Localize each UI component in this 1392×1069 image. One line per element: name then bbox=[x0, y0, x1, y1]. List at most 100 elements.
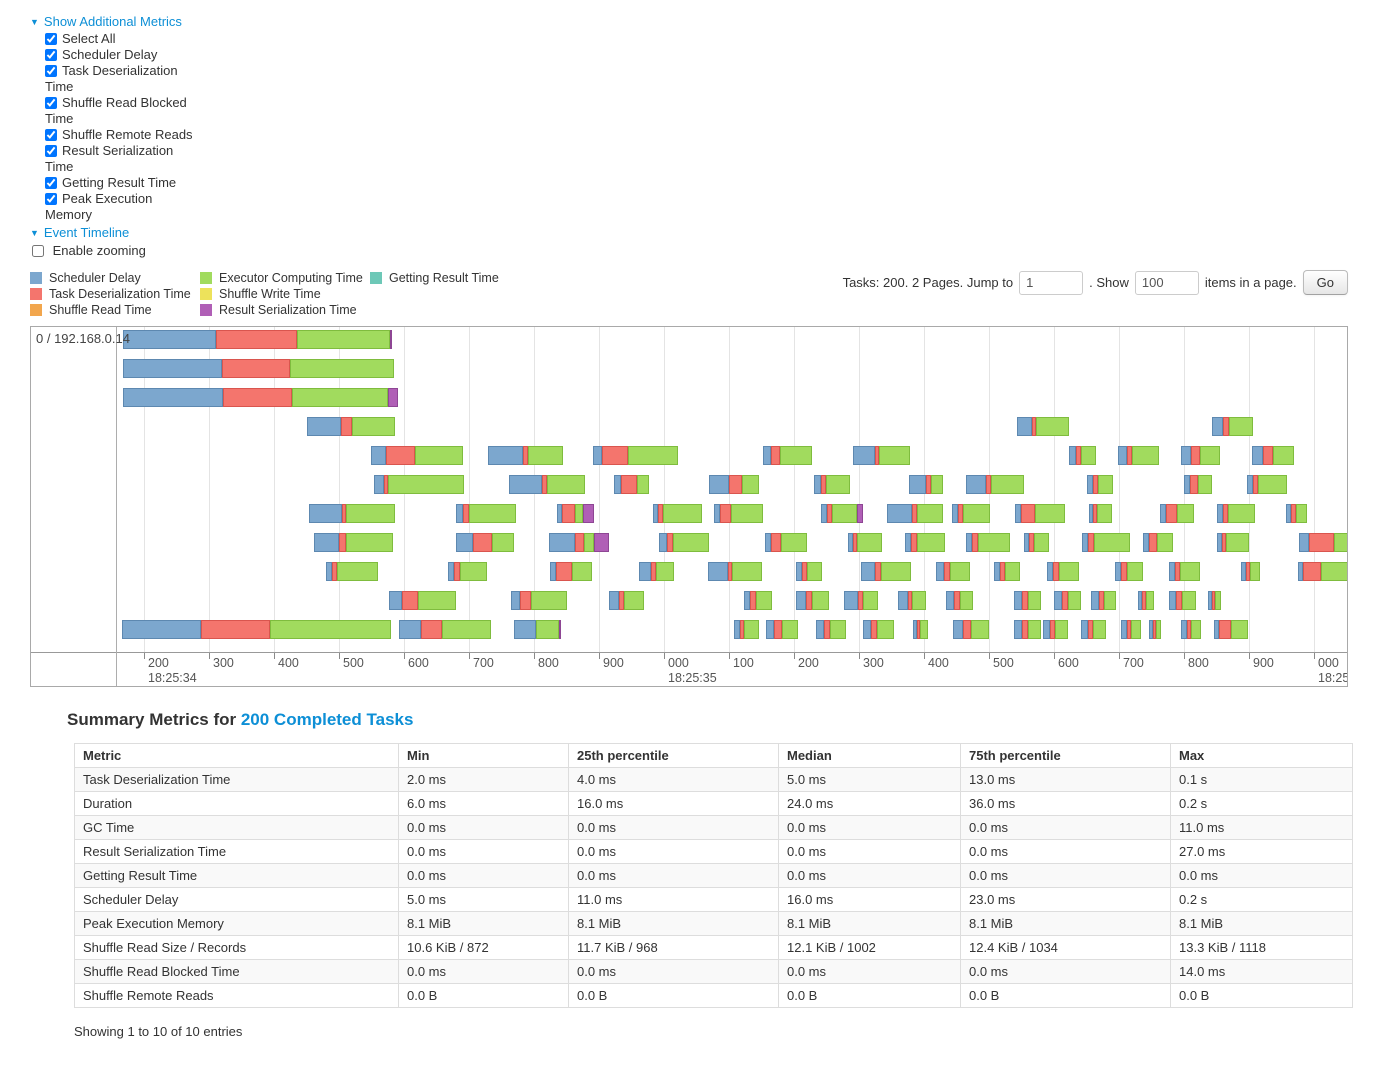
task-bar[interactable] bbox=[844, 591, 878, 610]
task-bar[interactable] bbox=[123, 359, 394, 378]
task-bar[interactable] bbox=[1217, 504, 1255, 523]
task-bar[interactable] bbox=[1252, 446, 1294, 465]
task-bar[interactable] bbox=[488, 446, 563, 465]
task-bar[interactable] bbox=[1047, 562, 1079, 581]
task-bar[interactable] bbox=[593, 446, 678, 465]
task-bar[interactable] bbox=[1118, 446, 1159, 465]
task-bar[interactable] bbox=[1184, 475, 1212, 494]
go-button[interactable]: Go bbox=[1302, 270, 1348, 295]
task-bar[interactable] bbox=[814, 475, 850, 494]
task-bar[interactable] bbox=[314, 533, 393, 552]
task-bar[interactable] bbox=[659, 533, 709, 552]
page-size-input[interactable] bbox=[1134, 270, 1199, 295]
task-bar[interactable] bbox=[307, 417, 395, 436]
task-bar[interactable] bbox=[936, 562, 970, 581]
task-bar[interactable] bbox=[863, 620, 894, 639]
task-bar[interactable] bbox=[1015, 504, 1065, 523]
task-bar[interactable] bbox=[1241, 562, 1260, 581]
metric-checkbox-item[interactable]: Shuffle Read Blocked Time bbox=[45, 95, 197, 127]
task-bar[interactable] bbox=[1143, 533, 1173, 552]
task-bar[interactable] bbox=[966, 475, 1024, 494]
task-bar[interactable] bbox=[952, 504, 990, 523]
metric-checkbox-item[interactable]: Result Serialization Time bbox=[45, 143, 197, 175]
task-bar[interactable] bbox=[514, 620, 561, 639]
task-bar[interactable] bbox=[898, 591, 926, 610]
task-bar[interactable] bbox=[511, 591, 567, 610]
task-bar[interactable] bbox=[966, 533, 1010, 552]
task-bar[interactable] bbox=[389, 591, 456, 610]
task-bar[interactable] bbox=[1054, 591, 1081, 610]
task-bar[interactable] bbox=[614, 475, 649, 494]
task-bar[interactable] bbox=[1043, 620, 1068, 639]
task-bar[interactable] bbox=[1014, 620, 1041, 639]
task-bar[interactable] bbox=[909, 475, 943, 494]
task-bar[interactable] bbox=[766, 620, 798, 639]
task-bar[interactable] bbox=[639, 562, 674, 581]
task-bar[interactable] bbox=[557, 504, 594, 523]
task-bar[interactable] bbox=[913, 620, 928, 639]
task-bar[interactable] bbox=[744, 591, 772, 610]
task-bar[interactable] bbox=[1089, 504, 1112, 523]
task-bar[interactable] bbox=[994, 562, 1020, 581]
show-additional-metrics-toggle[interactable]: ▼ Show Additional Metrics bbox=[30, 14, 1348, 29]
metric-checkbox-item[interactable]: Shuffle Remote Reads bbox=[45, 127, 197, 143]
task-bar[interactable] bbox=[456, 533, 514, 552]
task-bar[interactable] bbox=[848, 533, 882, 552]
task-bar[interactable] bbox=[122, 620, 391, 639]
metric-checkbox[interactable] bbox=[45, 193, 57, 205]
task-bar[interactable] bbox=[1121, 620, 1141, 639]
task-bar[interactable] bbox=[309, 504, 395, 523]
task-bar[interactable] bbox=[1069, 446, 1096, 465]
task-bar[interactable] bbox=[953, 620, 989, 639]
task-bar[interactable] bbox=[861, 562, 911, 581]
task-bar[interactable] bbox=[1208, 591, 1221, 610]
task-bar[interactable] bbox=[887, 504, 943, 523]
task-bar[interactable] bbox=[1081, 620, 1106, 639]
task-bar[interactable] bbox=[456, 504, 516, 523]
jump-to-page-input[interactable] bbox=[1019, 270, 1084, 295]
task-bar[interactable] bbox=[653, 504, 702, 523]
task-bar[interactable] bbox=[374, 475, 464, 494]
task-bar[interactable] bbox=[1014, 591, 1041, 610]
task-bar[interactable] bbox=[1181, 446, 1220, 465]
event-timeline-toggle[interactable]: ▼ Event Timeline bbox=[30, 225, 1348, 240]
task-bar[interactable] bbox=[123, 388, 398, 407]
enable-zooming-checkbox[interactable] bbox=[32, 245, 44, 257]
task-bar[interactable] bbox=[1160, 504, 1194, 523]
task-bar[interactable] bbox=[609, 591, 644, 610]
completed-tasks-link[interactable]: 200 Completed Tasks bbox=[240, 710, 414, 729]
task-bar[interactable] bbox=[1214, 620, 1248, 639]
enable-zooming-option[interactable]: Enable zooming bbox=[32, 243, 1348, 258]
task-bar[interactable] bbox=[1087, 475, 1113, 494]
task-bar[interactable] bbox=[550, 562, 592, 581]
task-bar[interactable] bbox=[399, 620, 491, 639]
task-bar[interactable] bbox=[509, 475, 585, 494]
metric-checkbox[interactable] bbox=[45, 49, 57, 61]
task-bar[interactable] bbox=[1247, 475, 1287, 494]
metric-checkbox-item[interactable]: Scheduler Delay bbox=[45, 47, 197, 63]
task-bar[interactable] bbox=[448, 562, 487, 581]
task-bar[interactable] bbox=[1082, 533, 1130, 552]
task-bar[interactable] bbox=[549, 533, 609, 552]
task-bar[interactable] bbox=[1138, 591, 1154, 610]
metric-checkbox-item[interactable]: Getting Result Time bbox=[45, 175, 197, 191]
task-bar[interactable] bbox=[946, 591, 973, 610]
task-bar[interactable] bbox=[123, 330, 392, 349]
task-bar[interactable] bbox=[1024, 533, 1049, 552]
task-bar[interactable] bbox=[1115, 562, 1143, 581]
task-bar[interactable] bbox=[796, 591, 829, 610]
metric-checkbox[interactable] bbox=[45, 145, 57, 157]
task-bar[interactable] bbox=[1169, 591, 1196, 610]
metric-checkbox[interactable] bbox=[45, 129, 57, 141]
task-bar[interactable] bbox=[796, 562, 822, 581]
task-bar[interactable] bbox=[1181, 620, 1201, 639]
task-bar[interactable] bbox=[1017, 417, 1069, 436]
task-bar[interactable] bbox=[1298, 562, 1347, 581]
metric-checkbox-item[interactable]: Select All bbox=[45, 31, 197, 47]
task-bar[interactable] bbox=[1286, 504, 1307, 523]
task-bar[interactable] bbox=[709, 475, 759, 494]
task-bar[interactable] bbox=[734, 620, 759, 639]
metric-checkbox[interactable] bbox=[45, 177, 57, 189]
task-bar[interactable] bbox=[326, 562, 378, 581]
task-bar[interactable] bbox=[821, 504, 863, 523]
